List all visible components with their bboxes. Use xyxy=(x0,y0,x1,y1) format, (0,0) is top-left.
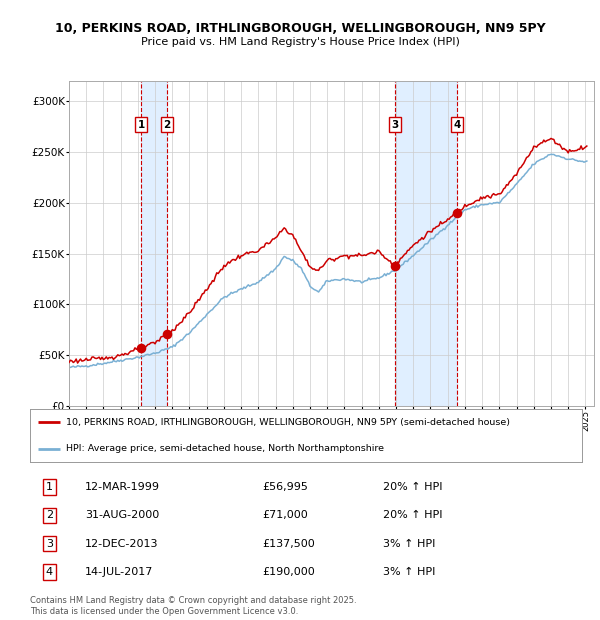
Text: £137,500: £137,500 xyxy=(262,539,314,549)
Text: 1: 1 xyxy=(137,120,145,130)
Text: 12-MAR-1999: 12-MAR-1999 xyxy=(85,482,160,492)
Text: £71,000: £71,000 xyxy=(262,510,308,520)
Text: HPI: Average price, semi-detached house, North Northamptonshire: HPI: Average price, semi-detached house,… xyxy=(66,444,384,453)
Text: 1: 1 xyxy=(46,482,53,492)
Text: 3: 3 xyxy=(392,120,399,130)
Text: Price paid vs. HM Land Registry's House Price Index (HPI): Price paid vs. HM Land Registry's House … xyxy=(140,37,460,47)
Text: 3: 3 xyxy=(46,539,53,549)
Point xyxy=(136,343,146,353)
Bar xyxy=(395,81,457,406)
Text: 20% ↑ HPI: 20% ↑ HPI xyxy=(383,482,443,492)
Text: 14-JUL-2017: 14-JUL-2017 xyxy=(85,567,154,577)
Text: 3% ↑ HPI: 3% ↑ HPI xyxy=(383,539,436,549)
Text: £190,000: £190,000 xyxy=(262,567,314,577)
Text: 20% ↑ HPI: 20% ↑ HPI xyxy=(383,510,443,520)
Text: 4: 4 xyxy=(453,120,461,130)
Text: 12-DEC-2013: 12-DEC-2013 xyxy=(85,539,158,549)
Bar xyxy=(141,81,167,406)
Text: Contains HM Land Registry data © Crown copyright and database right 2025.
This d: Contains HM Land Registry data © Crown c… xyxy=(30,596,356,616)
Point xyxy=(162,329,172,339)
Point xyxy=(452,208,462,218)
Text: 2: 2 xyxy=(46,510,53,520)
Text: 10, PERKINS ROAD, IRTHLINGBOROUGH, WELLINGBOROUGH, NN9 5PY (semi-detached house): 10, PERKINS ROAD, IRTHLINGBOROUGH, WELLI… xyxy=(66,418,510,427)
Text: 31-AUG-2000: 31-AUG-2000 xyxy=(85,510,160,520)
Text: 4: 4 xyxy=(46,567,53,577)
Text: £56,995: £56,995 xyxy=(262,482,308,492)
Text: 2: 2 xyxy=(163,120,170,130)
Text: 10, PERKINS ROAD, IRTHLINGBOROUGH, WELLINGBOROUGH, NN9 5PY: 10, PERKINS ROAD, IRTHLINGBOROUGH, WELLI… xyxy=(55,22,545,35)
Text: 3% ↑ HPI: 3% ↑ HPI xyxy=(383,567,436,577)
Point xyxy=(391,261,400,271)
